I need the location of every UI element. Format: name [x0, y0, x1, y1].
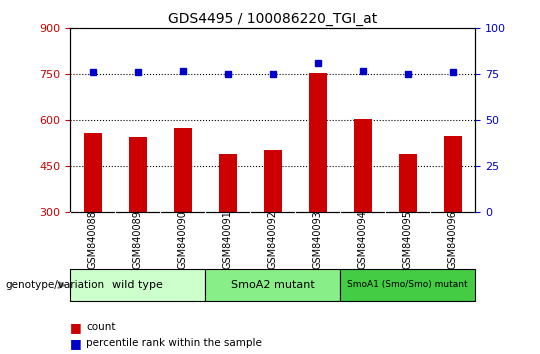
Text: GSM840094: GSM840094 [357, 210, 368, 269]
Text: GSM840096: GSM840096 [448, 210, 458, 269]
Text: GSM840090: GSM840090 [178, 210, 188, 269]
Text: SmoA2 mutant: SmoA2 mutant [231, 280, 315, 290]
FancyBboxPatch shape [340, 269, 475, 301]
Text: GSM840093: GSM840093 [313, 210, 323, 269]
Bar [174, 128, 192, 212]
Bar [264, 149, 282, 212]
Text: wild type: wild type [112, 280, 163, 290]
FancyBboxPatch shape [205, 269, 340, 301]
FancyBboxPatch shape [70, 269, 205, 301]
Bar [444, 136, 462, 212]
Text: count: count [86, 322, 116, 332]
Bar [399, 154, 417, 212]
Bar [129, 137, 147, 212]
Text: GSM840089: GSM840089 [133, 210, 143, 269]
Text: GSM840091: GSM840091 [222, 210, 233, 269]
Text: percentile rank within the sample: percentile rank within the sample [86, 338, 262, 348]
Bar [219, 154, 237, 212]
Text: genotype/variation: genotype/variation [5, 280, 105, 290]
Text: ■: ■ [70, 337, 82, 350]
Text: GSM840092: GSM840092 [268, 210, 278, 269]
Text: ■: ■ [70, 321, 82, 334]
Text: GSM840095: GSM840095 [403, 210, 413, 269]
Bar [84, 133, 102, 212]
Text: GSM840088: GSM840088 [87, 210, 98, 269]
Bar [354, 119, 372, 212]
Bar [309, 73, 327, 212]
Title: GDS4495 / 100086220_TGI_at: GDS4495 / 100086220_TGI_at [168, 12, 377, 26]
Text: SmoA1 (Smo/Smo) mutant: SmoA1 (Smo/Smo) mutant [347, 280, 468, 290]
